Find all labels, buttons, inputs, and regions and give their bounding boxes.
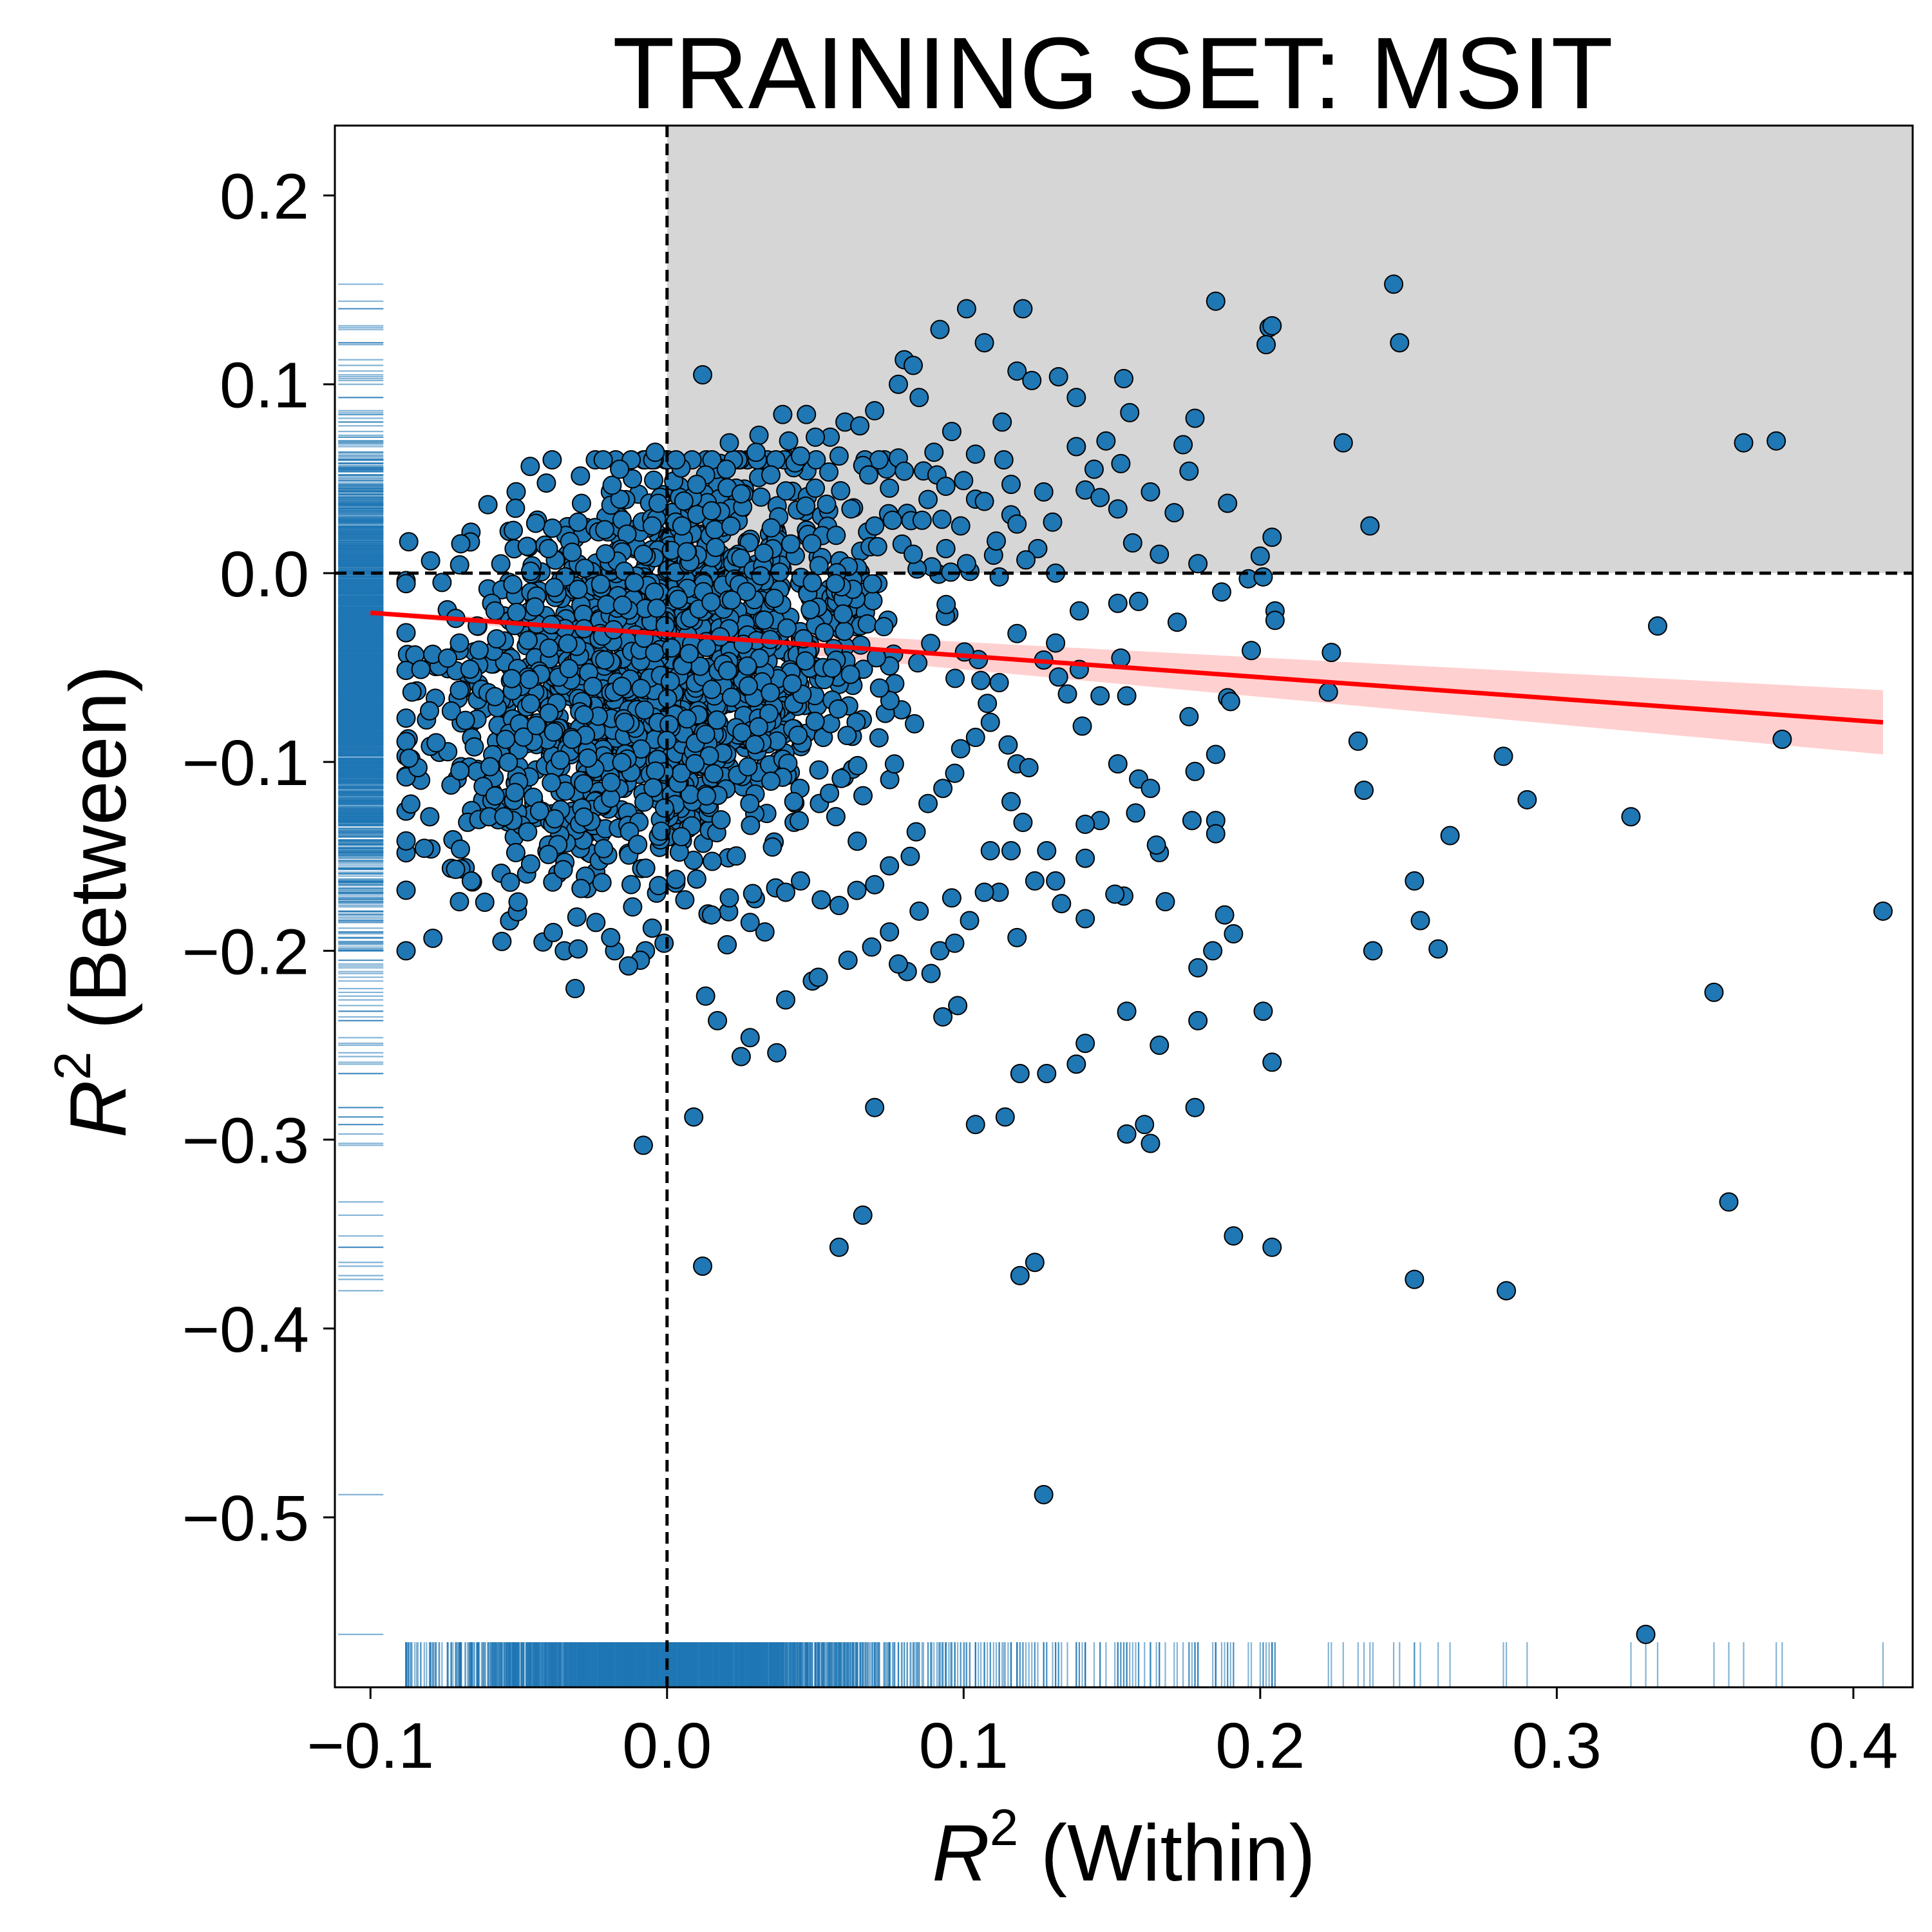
data-point xyxy=(702,851,722,871)
data-point xyxy=(751,487,771,507)
data-point xyxy=(571,493,591,513)
shaded-quadrant xyxy=(667,126,1913,573)
rug-x-axis xyxy=(405,1642,1884,1687)
data-point xyxy=(399,532,419,552)
data-point xyxy=(396,623,416,643)
data-point xyxy=(506,482,526,502)
data-point xyxy=(853,786,873,806)
data-point xyxy=(396,708,416,728)
data-point xyxy=(396,732,416,752)
data-point xyxy=(542,450,562,470)
rug-y-axis xyxy=(338,283,384,1635)
data-point xyxy=(846,712,866,732)
data-point xyxy=(683,850,703,870)
scatter-points xyxy=(396,274,1893,1644)
data-point xyxy=(971,670,991,690)
chart-title: TRAINING SET: MSIT xyxy=(612,17,1613,130)
data-point xyxy=(491,554,511,574)
